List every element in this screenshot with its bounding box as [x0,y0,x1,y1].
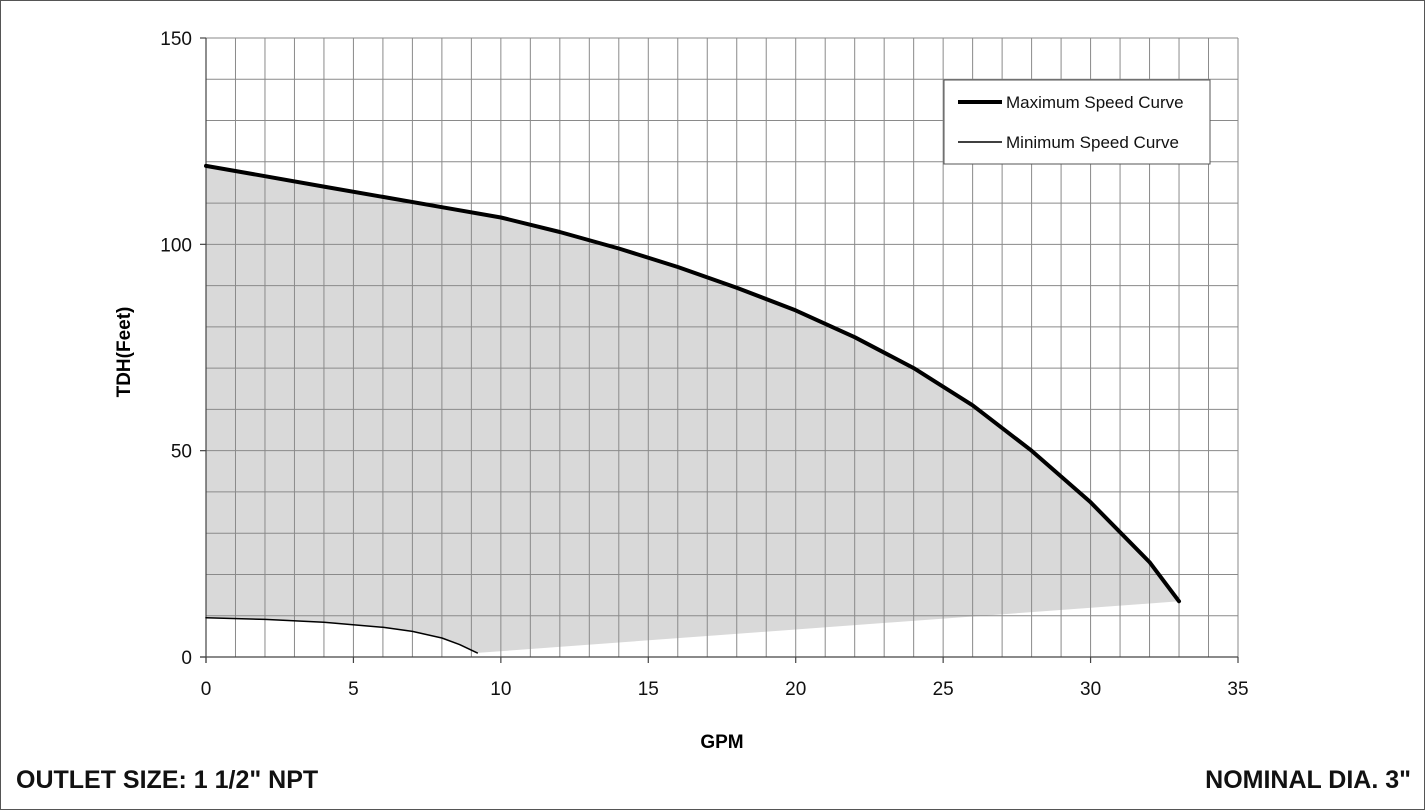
maximum-speed-curve-line [204,163,1181,604]
pump-curve-chart: 0 5 10 15 20 25 30 35 0 50 100 150 GPM TDH(Feet) Ma… [114,29,1249,753]
y-axis-label: TDH(Feet) [114,307,135,398]
legend: Maximum Speed Curve Minimum Speed Curve [943,79,1211,165]
outlet-size-label: OUTLET SIZE: 1 1/2" NPT [16,766,319,794]
y-tick-label: 50 [171,442,192,463]
series-layer [204,163,1181,654]
x-tick-label: 35 [1227,679,1248,700]
x-tick-label: 0 [201,679,212,700]
y-tick-label: 0 [181,648,192,669]
y-tick-label: 150 [160,29,192,50]
x-tick-label: 20 [785,679,806,700]
x-axis-label: GPM [700,732,743,753]
tick-labels-layer: 0 5 10 15 20 25 30 35 0 50 100 150 [160,29,1248,700]
nominal-diameter-label: NOMINAL DIA. 3" [1205,766,1411,794]
legend-box [943,79,1211,165]
y-tick-label: 100 [160,235,192,256]
x-tick-label: 30 [1080,679,1101,700]
x-tick-label: 5 [348,679,359,700]
x-tick-label: 10 [490,679,511,700]
x-tick-label: 15 [638,679,659,700]
x-tick-label: 25 [933,679,954,700]
legend-entry-label: Maximum Speed Curve [1006,93,1184,112]
legend-entry-label: Minimum Speed Curve [1006,133,1179,152]
minimum-speed-curve-line [205,617,479,654]
axes-layer [200,37,1239,663]
